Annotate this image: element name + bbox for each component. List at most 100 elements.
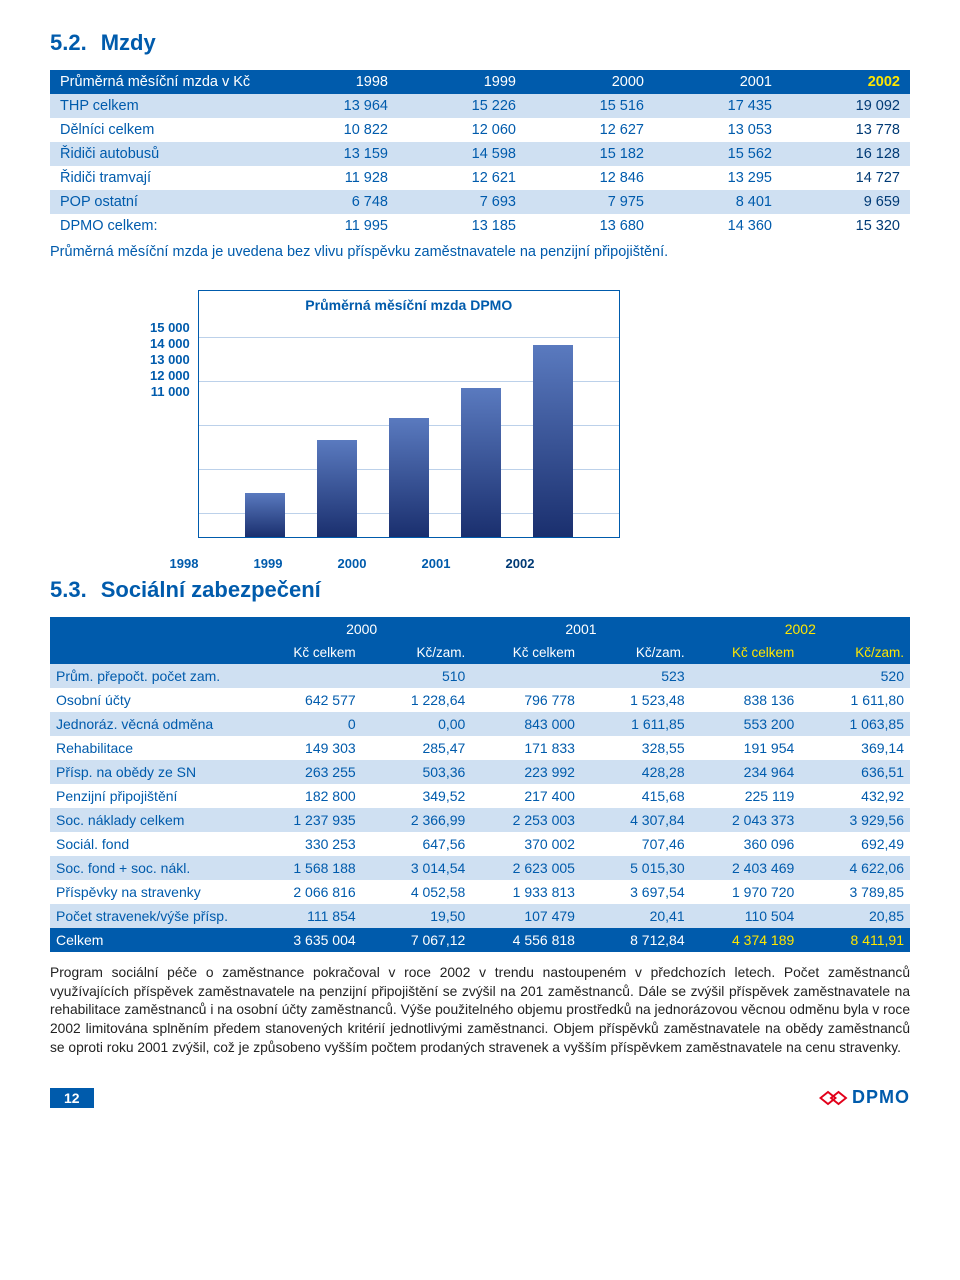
section-heading-mzdy: 5.2. Mzdy [50,30,910,56]
table-cell: 1 611,85 [581,712,691,736]
chart-plot [199,317,619,537]
table-header [50,617,252,641]
table-cell: 415,68 [581,784,691,808]
table-cell: 692,49 [800,832,910,856]
table-cell: 4 622,06 [800,856,910,880]
table-cell: 707,46 [581,832,691,856]
table-cell: 2 253 003 [471,808,581,832]
table-cell: 16 128 [782,142,910,166]
table-row: Prům. přepočt. počet zam.510523520 [50,664,910,688]
table-cell: 9 659 [782,190,910,214]
table-cell: 223 992 [471,760,581,784]
table-cell: 111 854 [252,904,362,928]
table-cell: 1 611,80 [800,688,910,712]
table-cell [252,664,362,688]
table-cell: 5 015,30 [581,856,691,880]
chart-title: Průměrná měsíční mzda DPMO [199,291,619,317]
table-cell: 330 253 [252,832,362,856]
table-cell: 428,28 [581,760,691,784]
table-cell: 12 621 [398,166,526,190]
table-row: Rehabilitace149 303285,47171 833328,5519… [50,736,910,760]
table-subheader: Kč celkem [471,641,581,664]
table-subheader: Kč celkem [691,641,801,664]
table-cell: 3 789,85 [800,880,910,904]
table-cell: 370 002 [471,832,581,856]
table-cell: 1 970 720 [691,880,801,904]
table-row: Řidiči tramvají11 92812 62112 84613 2951… [50,166,910,190]
table-cell: 3 014,54 [362,856,472,880]
table-header: 1999 [398,70,526,94]
table-row: Příspěvky na stravenky2 066 8164 052,581… [50,880,910,904]
paragraph: Program sociální péče o zaměstnance pokr… [50,964,910,1057]
table-row: Penzijní připojištění182 800349,52217 40… [50,784,910,808]
table-cell: 149 303 [252,736,362,760]
table-header: 1998 [270,70,398,94]
table-row: DPMO celkem:11 99513 18513 68014 36015 3… [50,214,910,238]
xlabel: 1999 [254,556,283,571]
bar [533,345,573,537]
table-cell: 369,14 [800,736,910,760]
table-cell: Přísp. na obědy ze SN [50,760,252,784]
table-cell: 20,85 [800,904,910,928]
table-subheader: Kč/zam. [362,641,472,664]
table-cell [691,664,801,688]
table-note: Průměrná měsíční mzda je uvedena bez vli… [50,244,910,260]
table-cell: 7 975 [526,190,654,214]
table-cell: 14 360 [654,214,782,238]
table-social: 200020012002 Kč celkemKč/zam.Kč celkemKč… [50,617,910,952]
table-cell: 7 067,12 [362,928,472,952]
table-cell: Prům. přepočt. počet zam. [50,664,252,688]
table-cell: 4 374 189 [691,928,801,952]
table-cell: Sociál. fond [50,832,252,856]
table-cell: Soc. náklady celkem [50,808,252,832]
table-row: Soc. fond + soc. nákl.1 568 1883 014,542… [50,856,910,880]
table-row: Soc. náklady celkem1 237 9352 366,992 25… [50,808,910,832]
ylabel: 13 000 [150,352,190,368]
section-title: Mzdy [101,30,156,55]
table-cell: 4 556 818 [471,928,581,952]
section-title: Sociální zabezpečení [101,577,321,602]
table-row: Přísp. na obědy ze SN263 255503,36223 99… [50,760,910,784]
ylabel: 14 000 [150,336,190,352]
table-cell: Penzijní připojištění [50,784,252,808]
table-cell: 13 964 [270,94,398,118]
table-cell: 234 964 [691,760,801,784]
bar-chart: 15 00014 00013 00012 00011 000 Průměrná … [150,290,910,538]
table-cell: 182 800 [252,784,362,808]
table-cell: THP celkem [50,94,270,118]
table-header: Průměrná měsíční mzda v Kč [50,70,270,94]
table-cell: Celkem [50,928,252,952]
table-cell: 360 096 [691,832,801,856]
table-cell [471,664,581,688]
table-cell: Jednoráz. věcná odměna [50,712,252,736]
table-cell: 8 411,91 [800,928,910,952]
table-cell: 1 237 935 [252,808,362,832]
table-subheader [50,641,252,664]
table-cell: 553 200 [691,712,801,736]
bar [389,418,429,537]
table-cell: POP ostatní [50,190,270,214]
table-cell: 1 933 813 [471,880,581,904]
table-cell: 15 320 [782,214,910,238]
table-cell: Příspěvky na stravenky [50,880,252,904]
gridline [199,337,619,338]
table-cell: 285,47 [362,736,472,760]
xlabel: 2000 [338,556,367,571]
table-cell: DPMO celkem: [50,214,270,238]
table-cell: 20,41 [581,904,691,928]
table-cell: 217 400 [471,784,581,808]
logo: DPMO [819,1087,910,1108]
table-cell: 14 598 [398,142,526,166]
table-cell: Osobní účty [50,688,252,712]
table-cell: 171 833 [471,736,581,760]
table-row: Osobní účty642 5771 228,64796 7781 523,4… [50,688,910,712]
ylabel: 12 000 [150,368,190,384]
section-num: 5.2. [50,30,87,55]
table-row: Řidiči autobusů13 15914 59815 18215 5621… [50,142,910,166]
table-cell: 1 228,64 [362,688,472,712]
table-cell: 12 060 [398,118,526,142]
table-cell: 7 693 [398,190,526,214]
table-cell: 13 295 [654,166,782,190]
table-cell: Soc. fond + soc. nákl. [50,856,252,880]
table-cell: Řidiči tramvají [50,166,270,190]
